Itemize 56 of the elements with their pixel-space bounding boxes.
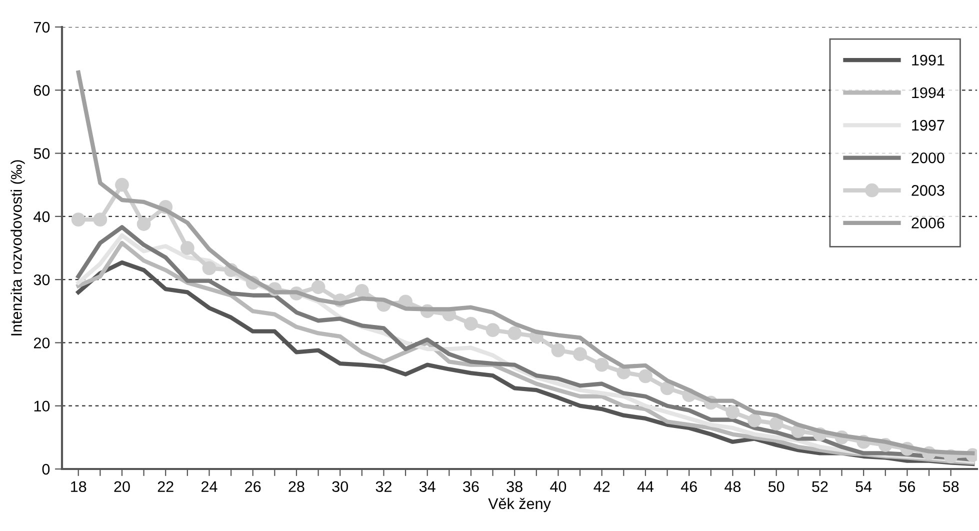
y-tick-label: 40 [34, 211, 50, 222]
point [660, 381, 674, 396]
legend-label: 2006 [912, 218, 944, 228]
point [594, 358, 609, 372]
legend-label: 1991 [912, 54, 944, 66]
x-tick-label: 52 [812, 481, 828, 492]
x-tick-label: 38 [506, 481, 522, 492]
x-tick-label: 32 [376, 481, 392, 492]
point [71, 212, 86, 227]
y-tick-label: 10 [34, 400, 50, 412]
point [180, 241, 194, 255]
x-tick-label: 40 [550, 481, 566, 492]
y-tick-label: 60 [34, 85, 50, 96]
x-tick-label: 50 [768, 481, 784, 492]
x-tick-label: 30 [332, 481, 348, 492]
y-tick-label: 50 [34, 148, 50, 159]
point [573, 347, 587, 362]
x-tick-label: 48 [724, 481, 741, 492]
point [202, 261, 216, 276]
point [769, 416, 784, 430]
y-tick-label: 20 [34, 338, 50, 348]
x-tick-label: 34 [419, 481, 436, 492]
x-tick-label: 56 [899, 481, 916, 492]
legend-label: 1997 [912, 120, 944, 131]
point [508, 326, 522, 340]
x-tick-label: 26 [245, 481, 261, 492]
point [748, 413, 762, 428]
x-tick-label: 44 [637, 481, 654, 492]
x-tick-label: 22 [158, 481, 174, 492]
point [486, 323, 500, 338]
x-tick-label: 28 [288, 481, 304, 492]
x-tick-label: 24 [202, 481, 218, 492]
point [93, 212, 108, 227]
legend-label: 1994 [912, 87, 944, 98]
point [136, 217, 151, 231]
x-tick-label: 54 [856, 481, 872, 492]
x-axis-title: Věk ženy [488, 498, 551, 512]
legend-label: 2003 [912, 185, 944, 196]
legend-label: 2000 [912, 152, 944, 164]
x-tick-label: 18 [71, 481, 86, 492]
y-axis-title: Intenzita rozvodovosti (‰) [10, 160, 25, 336]
point [311, 280, 326, 294]
y-tick-label: 70 [34, 22, 50, 33]
point [551, 343, 566, 358]
x-tick-label: 58 [942, 481, 959, 492]
point [464, 316, 478, 331]
x-tick-label: 46 [680, 481, 697, 492]
point [726, 405, 740, 420]
point [115, 178, 129, 192]
y-tick-label: 30 [34, 274, 50, 286]
x-tick-label: 42 [594, 481, 610, 492]
x-tick-label: 36 [463, 481, 479, 492]
point [354, 284, 369, 298]
y-tick-label: 0 [42, 464, 50, 475]
point [638, 369, 652, 384]
x-tick-label: 20 [114, 481, 130, 492]
